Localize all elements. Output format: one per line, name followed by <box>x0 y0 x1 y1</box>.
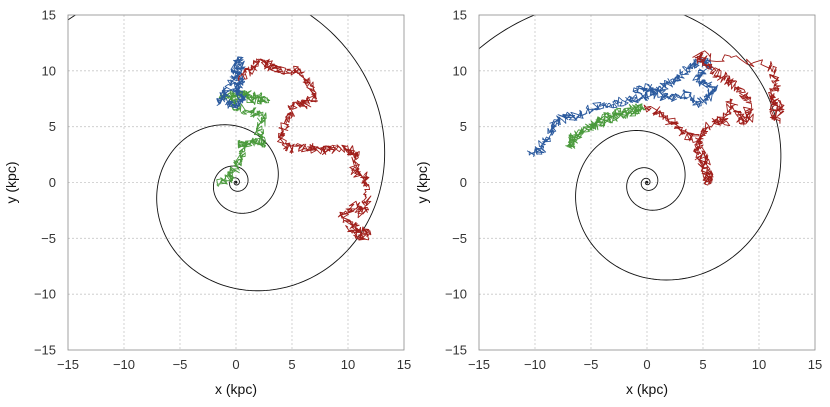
y-tick-label: 15 <box>453 8 467 23</box>
y-tick-label: 5 <box>49 119 56 134</box>
x-axis-label-left: x (kpc) <box>215 381 257 397</box>
spiral-arm-path <box>68 15 386 292</box>
series-layer-left <box>216 56 372 241</box>
trajectory-green <box>216 89 271 187</box>
trajectory-red <box>643 50 785 186</box>
series-layer-right <box>526 50 785 186</box>
x-tick-label: −5 <box>584 357 599 372</box>
spiral-arm-path <box>479 15 782 281</box>
x-tick-label: −15 <box>468 357 490 372</box>
y-tick-label: 10 <box>42 63 56 78</box>
trajectory-green <box>565 103 646 149</box>
y-tick-label: −10 <box>445 287 467 302</box>
y-axis-label-left: y (kpc) <box>3 162 19 204</box>
y-tick-label: −5 <box>41 231 56 246</box>
x-tick-label: −5 <box>173 357 188 372</box>
x-tick-label: 10 <box>341 357 355 372</box>
x-tick-label: 5 <box>288 357 295 372</box>
tick-labels-left: −15 −10 −5 0 5 10 15 −15 −10 −5 0 5 10 15 <box>34 8 411 373</box>
trajectory-blue <box>526 56 719 157</box>
y-tick-label: −10 <box>34 287 56 302</box>
panel-left: −15 −10 −5 0 5 10 15 −15 −10 −5 0 5 10 15 x (kpc) y (… <box>3 8 411 398</box>
spiral-arm-right <box>479 15 782 281</box>
tick-labels-right: −15 −10 −5 0 5 10 15 −15 −10 −5 0 5 10 15 <box>445 8 822 373</box>
y-tick-label: 5 <box>460 119 467 134</box>
x-axis-label-right: x (kpc) <box>626 381 668 397</box>
trajectory-blue <box>216 56 247 109</box>
trajectory-red <box>237 58 372 241</box>
x-tick-label: −10 <box>524 357 546 372</box>
y-tick-label: 0 <box>49 175 56 190</box>
plot-frame-right <box>478 14 816 351</box>
x-tick-label: 5 <box>699 357 706 372</box>
plot-frame-left <box>67 14 405 351</box>
spiral-arm-left <box>68 15 386 292</box>
x-tick-label: 15 <box>808 357 822 372</box>
y-axis-label-right: y (kpc) <box>414 162 430 204</box>
x-tick-label: −15 <box>57 357 79 372</box>
panel-right: −15 −10 −5 0 5 10 15 −15 −10 −5 0 5 10 15 x (kpc) y (… <box>414 8 822 398</box>
x-tick-label: 0 <box>232 357 239 372</box>
x-tick-label: −10 <box>113 357 135 372</box>
y-tick-label: −5 <box>452 231 467 246</box>
x-tick-label: 15 <box>397 357 411 372</box>
x-tick-label: 10 <box>752 357 766 372</box>
y-tick-label: 0 <box>460 175 467 190</box>
y-tick-label: −15 <box>34 343 56 358</box>
x-tick-label: 0 <box>643 357 650 372</box>
y-tick-label: 15 <box>42 8 56 23</box>
y-tick-label: −15 <box>445 343 467 358</box>
y-tick-label: 10 <box>453 63 467 78</box>
